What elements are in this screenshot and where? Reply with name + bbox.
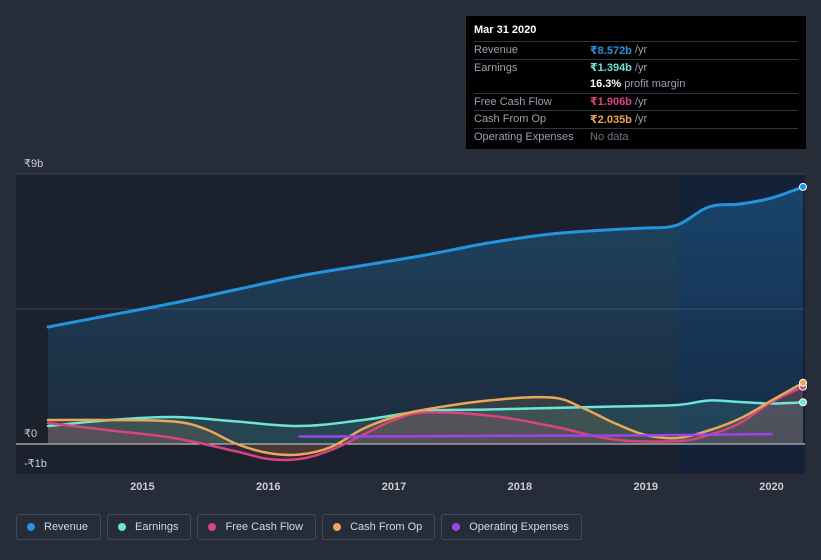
tooltip-row-earnings: Earnings ₹1.394b /yr xyxy=(474,58,798,77)
tooltip-value: ₹1.394b xyxy=(590,62,632,75)
tooltip-label: Cash From Op xyxy=(474,113,547,126)
tooltip-unit: /yr xyxy=(634,95,648,108)
y-axis-zero-label: ₹0 xyxy=(24,428,38,440)
revenue-line[interactable] xyxy=(46,185,805,329)
earnings-area xyxy=(48,400,803,444)
tooltip-unit: /yr xyxy=(634,113,648,126)
free-cash-flow-area xyxy=(48,386,803,461)
x-tick-label: 2019 xyxy=(633,481,658,493)
tooltip-unit: /yr xyxy=(634,61,648,74)
cash-from-op-endpoint xyxy=(799,378,807,387)
legend-operating-expenses[interactable]: Operating Expenses xyxy=(441,514,582,540)
tooltip-label: Revenue xyxy=(474,44,519,57)
operating-expenses-line[interactable] xyxy=(298,432,773,438)
legend-dot-icon xyxy=(118,523,127,531)
tooltip-date: Mar 31 2020 xyxy=(474,24,537,36)
legend: Revenue Earnings Free Cash Flow Cash Fro… xyxy=(16,514,582,540)
legend-dot-icon xyxy=(452,523,461,531)
tooltip-row-cash-from-op: Cash From Op ₹2.035b /yr xyxy=(474,110,798,128)
earnings-line[interactable] xyxy=(46,399,805,428)
x-tick-label: 2016 xyxy=(255,481,281,493)
revenue-endpoint xyxy=(799,182,807,191)
y-axis-top-label: ₹9b xyxy=(24,158,44,170)
legend-label: Earnings xyxy=(135,521,179,533)
earnings-endpoint xyxy=(799,398,807,407)
tooltip-label: Earnings xyxy=(474,61,518,74)
legend-free-cash-flow[interactable]: Free Cash Flow xyxy=(197,514,317,540)
cash-from-op-line[interactable] xyxy=(46,381,805,457)
series-endpoints xyxy=(799,182,807,407)
tooltip-value: ₹8.572b xyxy=(590,44,632,57)
tooltip-unit: /yr xyxy=(634,44,648,57)
legend-label: Revenue xyxy=(44,521,89,533)
legend-label: Free Cash Flow xyxy=(225,521,304,533)
legend-dot-icon xyxy=(333,523,342,531)
legend-label: Cash From Op xyxy=(350,521,423,533)
legend-earnings[interactable]: Earnings xyxy=(107,514,192,540)
revenue-area xyxy=(48,186,803,444)
tooltip-unit: profit margin xyxy=(624,78,686,91)
y-axis-bottom-label: -₹1b xyxy=(24,458,47,470)
tooltip-label: Operating Expenses xyxy=(474,130,574,143)
x-tick-label: 2017 xyxy=(381,481,407,493)
legend-dot-icon xyxy=(208,523,217,531)
tooltip-value: ₹2.035b xyxy=(590,113,632,126)
tooltip-value: No data xyxy=(590,130,629,143)
x-tick-label: 2020 xyxy=(759,481,784,493)
legend-cash-from-op[interactable]: Cash From Op xyxy=(322,514,436,540)
legend-dot-icon xyxy=(27,523,35,531)
tooltip-row-revenue: Revenue ₹8.572b /yr xyxy=(474,41,798,59)
tooltip-label: Free Cash Flow xyxy=(474,95,552,108)
tooltip: Mar 31 2020 Revenue ₹8.572b /yr Earnings… xyxy=(466,16,806,149)
series-lines xyxy=(46,185,805,462)
x-tick-label: 2018 xyxy=(507,481,533,493)
legend-label: Operating Expenses xyxy=(469,521,569,533)
cash-from-op-area xyxy=(48,382,803,456)
tooltip-row-free-cash-flow: Free Cash Flow ₹1.906b /yr xyxy=(474,92,798,111)
tooltip-row-profit-margin: 16.3% profit margin xyxy=(474,76,798,93)
legend-revenue[interactable]: Revenue xyxy=(16,514,102,540)
series-areas xyxy=(48,186,803,461)
tooltip-row-operating-expenses: Operating Expenses No data xyxy=(474,127,798,146)
tooltip-value: ₹1.906b xyxy=(590,96,632,109)
x-tick-label: 2015 xyxy=(130,481,155,493)
tooltip-value: 16.3% xyxy=(590,78,622,91)
